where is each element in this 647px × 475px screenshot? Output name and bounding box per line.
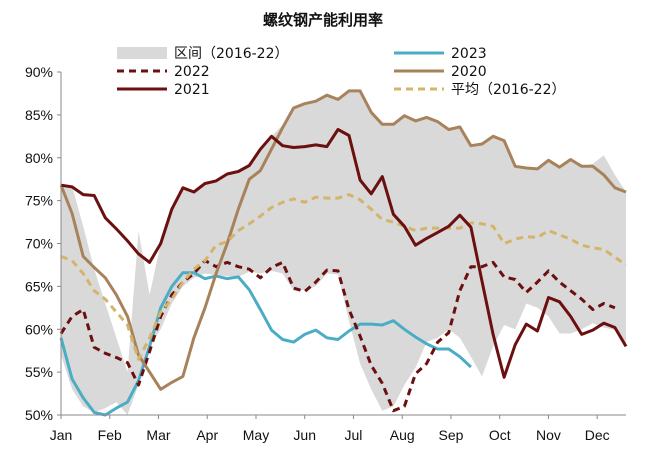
series-line-2023: [59, 271, 472, 417]
range-band-layer: [61, 90, 626, 415]
series-line-2016-22: [60, 193, 627, 361]
y-tick-label: 80%: [25, 150, 53, 166]
x-tick-label: Sep: [438, 427, 463, 443]
legend-label: 2020: [451, 64, 487, 80]
x-tick-label: Jan: [50, 427, 73, 443]
y-tick-label: 65%: [25, 278, 53, 294]
chart-title: 螺纹钢产能利用率: [263, 11, 383, 29]
axes-layer: 50% 55% 60% 65% 70% 75% 80% 85% 90% Jan Feb Mar Apr M…: [25, 64, 626, 443]
series-layer: [59, 89, 628, 417]
range-band-area: [61, 90, 626, 415]
legend: 区间（2016-22） 2023 2022 2020 2021 平均（2016-22）: [117, 46, 566, 98]
x-tick-label: Oct: [489, 427, 511, 443]
x-tick-label: May: [243, 427, 269, 443]
y-tick-label: 50%: [25, 407, 53, 423]
legend-label: 区间（2016-22）: [174, 46, 289, 62]
series-line-2020: [59, 89, 627, 391]
series-line-2022: [59, 259, 616, 413]
x-tick-label: Feb: [98, 427, 122, 443]
x-tick-label: Mar: [146, 427, 170, 443]
x-tick-label: Apr: [196, 427, 218, 443]
legend-label: 平均（2016-22）: [451, 82, 566, 98]
legend-item: 2023: [394, 46, 487, 62]
y-tick-label: 75%: [25, 193, 53, 209]
y-tick-label: 85%: [25, 107, 53, 123]
legend-label: 2021: [174, 82, 210, 98]
y-tick-label: 55%: [25, 364, 53, 380]
x-tick-label: Aug: [390, 427, 415, 443]
legend-item: 区间（2016-22）: [117, 46, 289, 62]
x-tick-label: Nov: [536, 427, 561, 443]
y-tick-label: 70%: [25, 236, 53, 252]
y-tick-label: 90%: [25, 64, 53, 80]
x-tick-label: Jun: [293, 427, 316, 443]
y-tick-label: 60%: [25, 321, 53, 337]
legend-label: 2022: [174, 64, 210, 80]
legend-item: 2022: [117, 64, 210, 80]
legend-item: 平均（2016-22）: [394, 82, 566, 98]
legend-item: 2021: [117, 82, 210, 98]
legend-swatch-band: [117, 47, 167, 59]
x-tick-label: Jul: [345, 427, 363, 443]
legend-item: 2020: [394, 64, 487, 80]
series-line-2021: [60, 128, 628, 379]
x-tick-label: Dec: [585, 427, 610, 443]
legend-label: 2023: [451, 46, 487, 62]
